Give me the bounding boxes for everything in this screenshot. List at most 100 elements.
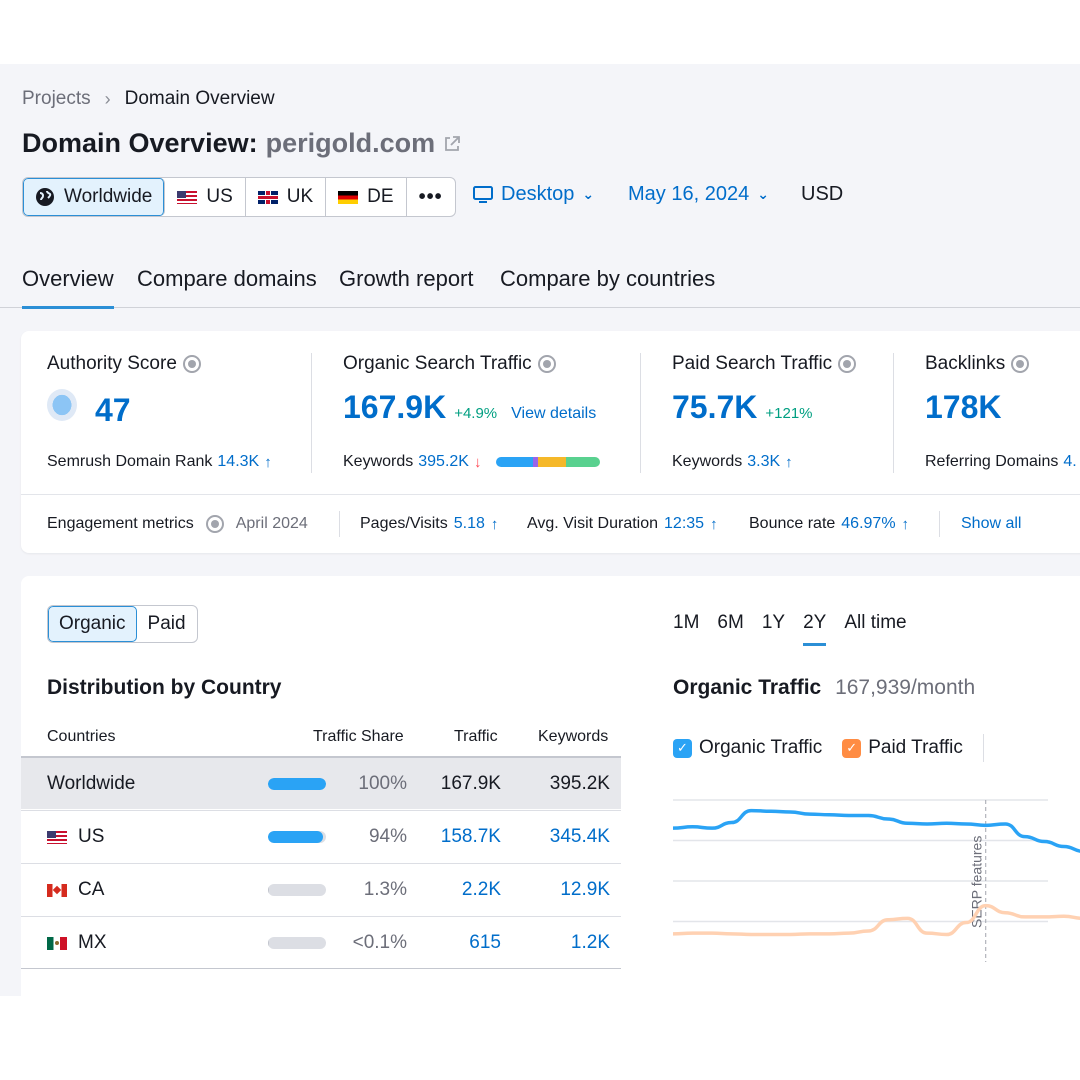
column-header-traffic[interactable]: Traffic [454,728,498,745]
info-icon[interactable] [537,355,556,373]
view-details-link[interactable]: View details [511,405,597,422]
tab-growth-report[interactable]: Growth report [339,266,474,291]
db-us-label: US [206,186,233,207]
more-databases-button[interactable]: ••• [418,185,443,208]
date-dropdown[interactable]: May 16, 2024 ⌄ [628,183,769,206]
table-row[interactable]: US 94% 158.7K 345.4K [21,810,621,863]
column-header-keywords[interactable]: Keywords [538,728,609,745]
table-row[interactable]: MX <0.1% 615 1.2K [21,916,621,969]
traffic-share-value: 94% [368,826,407,847]
external-link-icon[interactable] [443,135,461,153]
checkbox-checked-icon[interactable]: ✓ [673,738,692,758]
country-name: US [78,826,105,847]
flag-uk-icon [257,190,278,204]
engagement-metrics-row: Engagement metrics April 2024 Pages/Visi… [21,494,1080,553]
paid-traffic-number[interactable]: 75.7K [672,389,758,425]
traffic-value[interactable]: 158.7K [440,826,501,847]
keyword-intent-bar[interactable] [496,457,601,467]
divider [939,511,940,537]
keyword-intent-segment [538,457,567,467]
flag-us-icon [177,190,198,204]
tab-bar: Overview Compare domains Growth report C… [0,260,1080,309]
keywords-value[interactable]: 1.2K [570,932,610,953]
device-label: Desktop [501,183,575,205]
traffic-share-value: 100% [358,773,407,794]
arrow-up-icon: ↑ [264,453,272,471]
organic-toggle-button[interactable]: Organic [48,606,137,642]
period-2y[interactable]: 2Y [803,612,827,646]
paid-toggle-button[interactable]: Paid [147,613,186,634]
traffic-value[interactable]: 2.2K [461,879,501,900]
paid-traffic-delta: +121% [765,405,813,422]
paid-keywords-value[interactable]: 3.3K [747,453,781,470]
keyword-intent-segment [566,457,601,467]
bounce-rate-value: 46.97% [841,515,896,532]
db-de-button[interactable]: DE [326,178,407,216]
page: Projects › Domain Overview Domain Overvi… [0,64,1080,996]
show-all-link[interactable]: Show all [961,515,1022,532]
legend-paid-traffic[interactable]: ✓ Paid Traffic [842,737,963,759]
traffic-share-value: 1.3% [363,879,407,900]
distribution-title: Distribution by Country [47,676,282,699]
paid-traffic-label: Paid Search Traffic [672,353,857,375]
info-icon[interactable] [205,515,224,533]
domain-rank-value[interactable]: 14.3K [217,453,260,470]
period-1y[interactable]: 1Y [761,612,786,633]
checkbox-checked-icon[interactable]: ✓ [842,738,862,758]
breadcrumb-projects-link[interactable]: Projects [22,88,91,109]
pages-per-visit: Pages/Visits 5.18 ↑ [360,515,498,533]
currency-label[interactable]: USD [801,183,844,205]
paid-keywords-label: Keywords [672,453,743,470]
device-dropdown[interactable]: Desktop ⌄ [473,183,594,206]
flag-mx-icon [47,936,67,950]
organic-traffic-line[interactable] [673,808,1080,858]
db-us-button[interactable]: US [165,178,246,216]
engagement-title: Engagement metrics [47,515,194,532]
database-selector: Worldwide US UK DE ••• [22,177,456,217]
organic-traffic-number[interactable]: 167.9K [343,389,447,425]
table-row[interactable]: CA 1.3% 2.2K 12.9K [21,863,621,916]
chevron-right-icon: › [104,88,111,109]
traffic-chart[interactable]: SERP features [673,792,1080,992]
column-header-traffic-share[interactable]: Traffic Share [313,728,404,745]
traffic-value[interactable]: 615 [469,932,501,953]
distribution-card: Organic Paid Distribution by Country Cou… [21,576,1080,996]
paid-keywords: Keywords 3.3K ↑ [672,453,793,471]
flag-us-icon [47,830,67,844]
legend-organic-traffic[interactable]: ✓ Organic Traffic [673,737,822,759]
arrow-up-icon: ↑ [901,515,910,533]
country-name: CA [78,879,105,900]
referring-domains-value[interactable]: 4. [1063,453,1077,470]
db-de-label: DE [367,186,394,207]
period-all-time[interactable]: All time [844,612,907,633]
info-icon[interactable] [1011,355,1030,373]
table-row[interactable]: Worldwide 100% 167.9K 395.2K [21,756,621,809]
period-6m[interactable]: 6M [717,612,744,633]
info-icon[interactable] [838,355,857,373]
backlinks-label: Backlinks [925,353,1030,375]
organic-keywords-label: Keywords [343,453,414,470]
desktop-icon [473,185,493,203]
keywords-value[interactable]: 12.9K [560,879,610,900]
info-icon[interactable] [182,355,201,373]
chart-title: Organic Traffic 167,939/month [673,676,975,700]
tab-compare-domains[interactable]: Compare domains [137,266,317,291]
db-worldwide-button[interactable]: Worldwide [23,178,166,216]
organic-traffic-delta: +4.9% [454,405,498,422]
traffic-share-fill [268,884,270,896]
backlinks-number[interactable]: 178K [925,389,1002,425]
db-uk-button[interactable]: UK [246,178,327,216]
page-title: Domain Overview: perigold.com [22,128,461,159]
keywords-value[interactable]: 345.4K [549,826,610,847]
period-1m[interactable]: 1M [673,612,700,633]
paid-traffic-title: Paid Search Traffic [672,353,833,374]
tab-overview[interactable]: Overview [22,266,114,309]
paid-traffic-line[interactable] [673,903,1080,937]
pages-per-visit-label: Pages/Visits [360,515,448,532]
arrow-up-icon: ↑ [785,453,793,471]
date-label: May 16, 2024 [628,183,750,205]
tab-compare-by-countries[interactable]: Compare by countries [500,266,716,291]
organic-keywords-value[interactable]: 395.2K [418,453,469,470]
authority-score-value[interactable]: 47 [47,389,131,429]
database-button-group: Worldwide US UK DE ••• [22,177,456,217]
